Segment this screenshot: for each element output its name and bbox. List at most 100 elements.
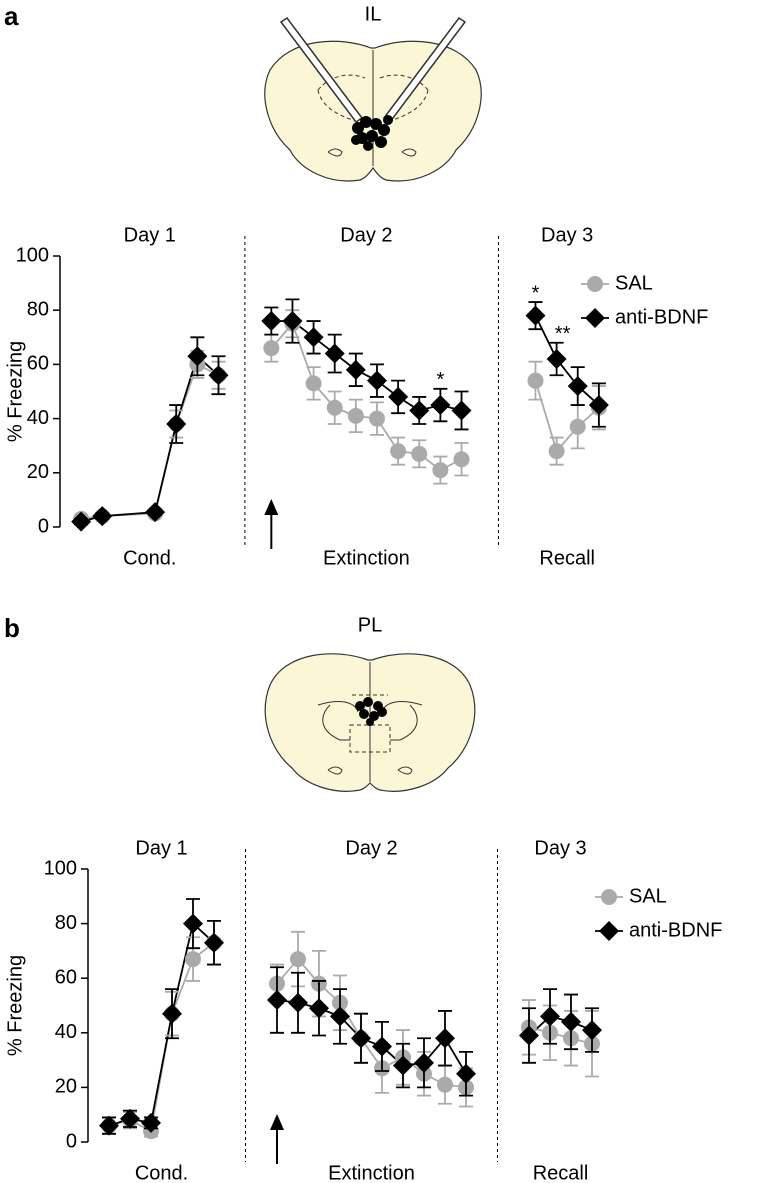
- infusion-arrowhead: [270, 1114, 284, 1130]
- phase-label: Extinction: [328, 1162, 415, 1183]
- data-point: [393, 1055, 413, 1076]
- data-point: [437, 1076, 453, 1093]
- significance-mark: *: [532, 282, 540, 304]
- data-point: [71, 511, 92, 532]
- series-line: [81, 363, 219, 520]
- data-point: [548, 443, 565, 460]
- data-point: [208, 365, 229, 386]
- series-line: [528, 1015, 593, 1037]
- series-line: [80, 354, 220, 523]
- series-line: [271, 320, 462, 412]
- data-point: [267, 990, 287, 1011]
- data-point: [388, 386, 409, 407]
- infusion-arrowhead: [264, 499, 279, 515]
- y-axis-label: % Freezing: [4, 341, 26, 442]
- day-label: Day 2: [340, 224, 392, 246]
- data-point: [330, 1006, 350, 1027]
- region-label: IL: [365, 3, 382, 25]
- data-point: [290, 951, 306, 968]
- data-point: [540, 1006, 560, 1027]
- panel-label: a: [4, 1, 19, 31]
- data-point: [561, 1011, 581, 1032]
- data-point: [185, 951, 201, 968]
- day-label: Day 1: [135, 837, 187, 859]
- data-point: [263, 340, 280, 357]
- data-point: [261, 311, 282, 332]
- day-label: Day 2: [345, 837, 397, 859]
- data-point: [546, 348, 567, 369]
- y-tick-label: 80: [27, 298, 49, 320]
- data-point: [527, 372, 544, 389]
- data-point: [588, 395, 609, 416]
- data-point: [430, 395, 451, 416]
- data-point: [303, 327, 324, 348]
- data-point: [390, 443, 407, 460]
- day-label: Day 1: [124, 224, 176, 246]
- data-point: [145, 502, 166, 523]
- data-point: [166, 414, 187, 435]
- data-point: [409, 400, 430, 421]
- data-point: [347, 407, 364, 424]
- data-point: [141, 1112, 161, 1133]
- y-tick-label: 100: [44, 857, 77, 879]
- legend-label: SAL: [629, 885, 667, 907]
- data-point: [411, 445, 428, 462]
- legend-marker: [585, 308, 605, 328]
- brain-section: [264, 653, 476, 792]
- data-point: [567, 376, 588, 397]
- data-point: [162, 1003, 182, 1024]
- y-tick-label: 80: [55, 912, 77, 934]
- panel-label: b: [4, 613, 20, 643]
- y-tick-label: 40: [55, 1021, 77, 1043]
- data-point: [288, 992, 308, 1013]
- legend-marker: [587, 276, 603, 292]
- series-line: [276, 957, 467, 1089]
- data-point: [282, 311, 303, 332]
- significance-mark: *: [436, 369, 444, 391]
- y-tick-label: 60: [55, 966, 77, 988]
- data-point: [432, 462, 449, 479]
- data-point: [569, 418, 586, 435]
- data-point: [324, 343, 345, 364]
- day-label: Day 3: [534, 837, 586, 859]
- data-point: [435, 1028, 455, 1049]
- y-axis-label: % Freezing: [4, 955, 26, 1056]
- data-point: [326, 399, 343, 416]
- data-point: [368, 410, 385, 427]
- data-point: [183, 913, 203, 934]
- data-point: [305, 375, 322, 392]
- phase-label: Cond.: [135, 1162, 188, 1183]
- phase-label: Recall: [539, 547, 595, 569]
- brain-section: [264, 16, 482, 182]
- day-label: Day 3: [541, 224, 593, 246]
- region-label: PL: [358, 614, 382, 636]
- series-line: [534, 380, 600, 453]
- legend-label: anti-BDNF: [629, 919, 722, 941]
- data-point: [92, 506, 113, 527]
- data-point: [351, 1028, 371, 1049]
- data-point: [519, 1025, 539, 1046]
- data-point: [187, 346, 208, 367]
- phase-label: Extinction: [323, 547, 410, 569]
- y-tick-label: 0: [38, 515, 49, 537]
- data-point: [120, 1108, 140, 1129]
- y-tick-label: 20: [55, 1076, 77, 1098]
- series-line: [528, 1026, 593, 1045]
- series-line: [276, 999, 467, 1075]
- series-line: [270, 321, 462, 472]
- series-line: [534, 315, 600, 406]
- significance-mark: **: [555, 323, 571, 345]
- data-point: [582, 1020, 602, 1041]
- data-point: [453, 451, 470, 468]
- data-point: [372, 1036, 392, 1057]
- legend-marker: [599, 921, 619, 941]
- data-point: [309, 998, 329, 1019]
- data-point: [204, 932, 224, 953]
- data-point: [345, 359, 366, 380]
- series-line: [108, 942, 215, 1133]
- data-point: [525, 305, 546, 326]
- y-tick-label: 100: [16, 244, 49, 266]
- y-tick-label: 60: [27, 353, 49, 375]
- data-point: [456, 1063, 476, 1084]
